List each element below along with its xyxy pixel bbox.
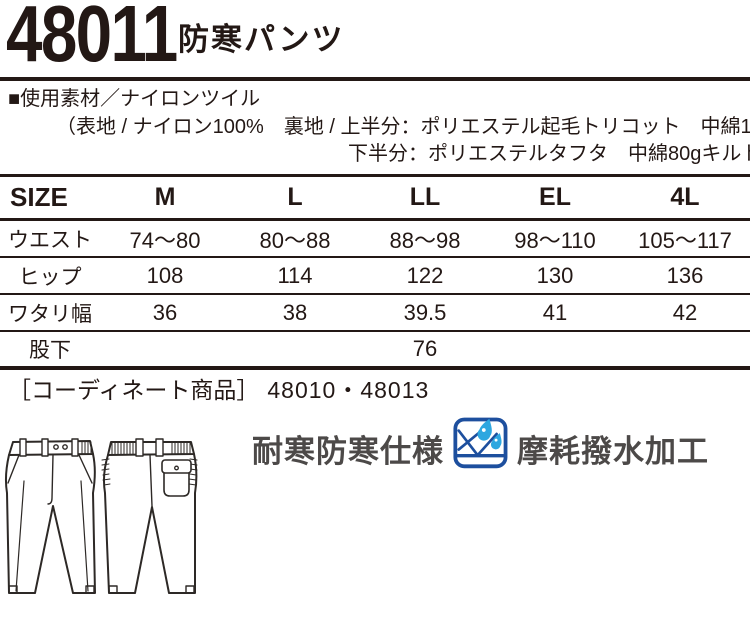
pants-back-pocket-body (163, 471, 190, 497)
cell-thigh-el: 41 (490, 294, 620, 332)
materials-section: ■使用素材／ナイロンツイル （表地 / ナイロン100% 裏地 / 上半分：ポリ… (8, 86, 750, 169)
size-table: SIZE M L LL EL 4L ウエスト 74～80 80～88 88～98… (0, 174, 750, 370)
pants-front-view (4, 438, 96, 594)
size-table-header-l: L (230, 174, 360, 221)
pants-back-waistband-elastic (111, 442, 191, 455)
pants-back-outline (103, 453, 198, 594)
pants-front-pocket-line (78, 454, 93, 484)
table-row-hip: ヒップ 108 114 122 130 136 (0, 257, 750, 295)
pants-front-crease (80, 480, 89, 592)
coordinate-label: ［コーディネート商品］ (8, 377, 260, 403)
water-droplets (477, 418, 502, 450)
header-divider (0, 77, 750, 81)
pants-front-hem-tab (8, 585, 18, 594)
pants-front-waistband-elastic (81, 441, 92, 455)
size-table-header-size: SIZE (0, 174, 100, 221)
cell-waist-l: 80～88 (230, 219, 360, 258)
cell-hip-ll: 122 (360, 257, 490, 295)
feature-abrasion-water-repellent: 摩耗撥水加工 (517, 434, 709, 469)
pants-back-hem-tab (108, 585, 118, 594)
pants-front-button (53, 444, 59, 450)
cell-thigh-l: 38 (230, 294, 360, 332)
pants-back-pocket-button (174, 465, 179, 471)
row-label-hip: ヒップ (0, 257, 100, 295)
size-table-header-el: EL (490, 174, 620, 221)
product-code: 48011 (6, 0, 178, 78)
materials-heading: ■使用素材／ナイロンツイル (8, 88, 261, 110)
table-row-inseam: 股下 76 (0, 331, 750, 370)
cell-waist-el: 98～110 (490, 219, 620, 258)
pants-illustration (4, 438, 198, 594)
size-table-header-m: M (100, 174, 230, 221)
table-row-thigh: ワタリ幅 36 38 39.5 41 42 (0, 294, 750, 332)
pants-front-hem-tab (85, 585, 95, 594)
pants-front-beltloop (19, 438, 27, 457)
pants-back-view (101, 438, 198, 594)
size-table-header-4l: 4L (620, 174, 750, 221)
cell-waist-ll: 88～98 (360, 219, 490, 258)
cell-hip-m: 108 (100, 257, 230, 295)
row-label-thigh: ワタリ幅 (0, 294, 100, 332)
pants-front-outline (4, 453, 96, 594)
coordinate-products: ［コーディネート商品］ 48010・48013 (8, 371, 429, 405)
pants-back-beltloop (155, 438, 164, 457)
pants-back-beltloop (135, 438, 144, 457)
pants-front-crease (15, 480, 25, 592)
feature-cold-resistance: 耐寒防寒仕様 (252, 434, 444, 469)
pants-front-button (62, 444, 68, 450)
cell-hip-4l: 136 (620, 257, 750, 295)
row-label-inseam: 股下 (0, 331, 100, 370)
pants-back-hem-tab (185, 585, 195, 594)
cell-hip-el: 130 (490, 257, 620, 295)
size-table-header-row: SIZE M L LL EL 4L (0, 174, 750, 221)
cell-waist-4l: 105～117 (620, 219, 750, 258)
cell-thigh-m: 36 (100, 294, 230, 332)
cell-thigh-4l: 42 (620, 294, 750, 332)
cell-inseam-all: 76 (100, 331, 750, 370)
table-row-waist: ウエスト 74～80 80～88 88～98 98～110 105～117 (0, 219, 750, 258)
pants-front-pocket-line (7, 454, 20, 484)
cell-waist-m: 74～80 (100, 219, 230, 258)
product-name: 防寒パンツ (178, 22, 345, 57)
cell-thigh-ll: 39.5 (360, 294, 490, 332)
materials-detail-line1: （表地 / ナイロン100% 裏地 / 上半分：ポリエステル起毛トリコット 中綿… (56, 115, 750, 138)
pants-front-beltloop (71, 438, 79, 457)
pants-back-center-seam (149, 454, 153, 507)
water-repellent-icon (453, 417, 508, 469)
pants-back-shirring-ticks (101, 458, 198, 486)
pants-front-fly (47, 454, 54, 505)
size-table-header-ll: LL (360, 174, 490, 221)
materials-detail-line2: 下半分：ポリエステルタフタ 中綿80gキルト） (348, 143, 750, 165)
cell-hip-l: 114 (230, 257, 360, 295)
row-label-waist: ウエスト (0, 219, 100, 258)
pants-front-beltloop (41, 438, 49, 457)
coordinate-items: 48010・48013 (267, 377, 430, 403)
